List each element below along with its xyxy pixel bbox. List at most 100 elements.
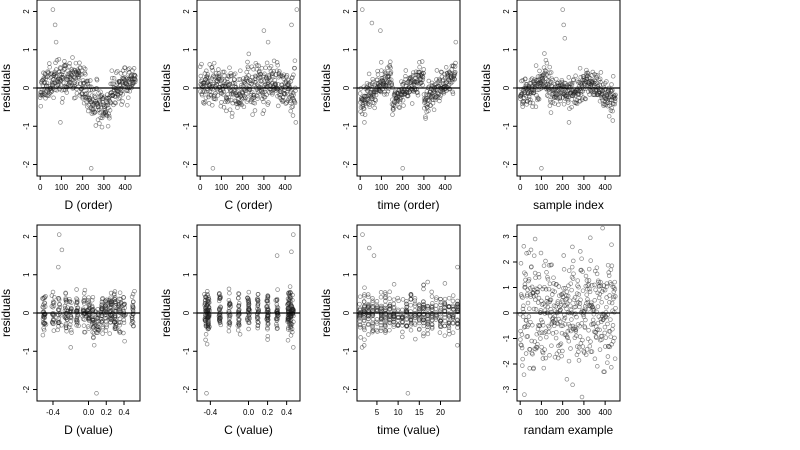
data-point: [276, 103, 281, 109]
data-point: [108, 315, 113, 320]
data-point: [130, 319, 136, 325]
data-point: [121, 330, 126, 336]
data-point: [609, 242, 614, 247]
data-point: [583, 96, 588, 102]
data-point: [217, 291, 222, 296]
data-point: [521, 303, 526, 309]
data-point: [585, 297, 590, 302]
data-point: [205, 301, 211, 307]
data-point: [520, 104, 525, 109]
data-point: [552, 354, 558, 360]
data-point: [255, 298, 261, 304]
data-point: [583, 317, 588, 323]
data-point: [91, 318, 96, 323]
data-point: [203, 332, 209, 337]
data-point: [50, 7, 56, 12]
data-point: [576, 358, 582, 363]
data-point: [366, 316, 371, 321]
data-point: [421, 67, 426, 72]
data-point: [122, 71, 127, 76]
data-point: [417, 60, 422, 65]
data-point: [251, 67, 256, 72]
data-point: [52, 22, 58, 28]
data-point: [256, 307, 262, 312]
data-point: [404, 299, 409, 304]
y-tick-label: -1: [342, 122, 351, 130]
data-point: [64, 317, 70, 322]
data-point: [544, 270, 549, 275]
x-tick-label: 100: [535, 183, 549, 192]
data-point: [408, 316, 414, 322]
data-point: [287, 284, 293, 289]
x-tick-label: 100: [55, 183, 69, 192]
data-point: [388, 71, 394, 77]
data-point: [554, 329, 559, 335]
data-point: [65, 75, 70, 80]
data-point: [530, 322, 535, 328]
data-point: [113, 325, 118, 330]
data-point: [226, 94, 231, 100]
data-point: [610, 326, 615, 332]
data-point: [604, 284, 610, 289]
data-point: [360, 7, 365, 12]
data-point: [100, 320, 105, 325]
data-point: [106, 113, 112, 119]
x-tick-label: 200: [236, 183, 250, 192]
x-tick-label: 15: [415, 408, 424, 417]
data-point: [438, 311, 443, 317]
data-point: [404, 323, 410, 328]
data-point: [523, 351, 529, 356]
data-point: [272, 77, 278, 83]
data-point: [261, 108, 267, 113]
y-tick-label: 2: [22, 9, 31, 14]
data-point: [595, 364, 600, 369]
data-point: [598, 70, 604, 75]
data-point: [527, 347, 533, 352]
data-point: [50, 304, 56, 310]
data-point: [85, 78, 91, 84]
data-point: [274, 326, 280, 331]
data-point: [285, 338, 291, 343]
data-point: [547, 353, 552, 358]
y-tick-label: -2: [342, 385, 351, 393]
data-point: [523, 284, 528, 290]
x-tick-label: 400: [438, 183, 452, 192]
data-point: [227, 65, 232, 70]
data-point: [609, 105, 614, 111]
data-point: [294, 7, 300, 12]
data-point: [127, 89, 133, 94]
x-tick-label: 200: [556, 183, 570, 192]
data-point: [446, 313, 452, 319]
data-point: [561, 267, 567, 272]
data-point: [533, 104, 539, 110]
data-point: [535, 96, 541, 101]
data-point: [583, 273, 589, 279]
data-point: [290, 75, 295, 80]
data-point: [68, 319, 74, 324]
data-point: [538, 250, 544, 256]
x-tick-label: 5: [375, 408, 380, 417]
data-point: [100, 331, 105, 336]
data-point: [112, 289, 118, 294]
y-tick-label: -2: [342, 160, 351, 168]
data-point: [560, 348, 565, 354]
data-point: [387, 317, 392, 322]
data-point: [537, 330, 542, 336]
data-point: [400, 315, 405, 321]
data-point: [547, 103, 553, 108]
data-point: [549, 262, 554, 267]
data-point: [271, 69, 276, 74]
data-point: [89, 303, 95, 309]
data-point: [608, 334, 613, 339]
data-point: [374, 299, 380, 304]
data-point: [88, 166, 94, 171]
data-point: [56, 296, 61, 301]
data-point: [571, 258, 576, 264]
data-point: [532, 236, 538, 242]
data-point: [534, 344, 539, 350]
data-point: [569, 317, 574, 322]
x-axis-label: randam example: [524, 423, 614, 437]
data-point: [391, 304, 397, 310]
data-point: [50, 299, 56, 305]
data-point: [289, 249, 294, 255]
